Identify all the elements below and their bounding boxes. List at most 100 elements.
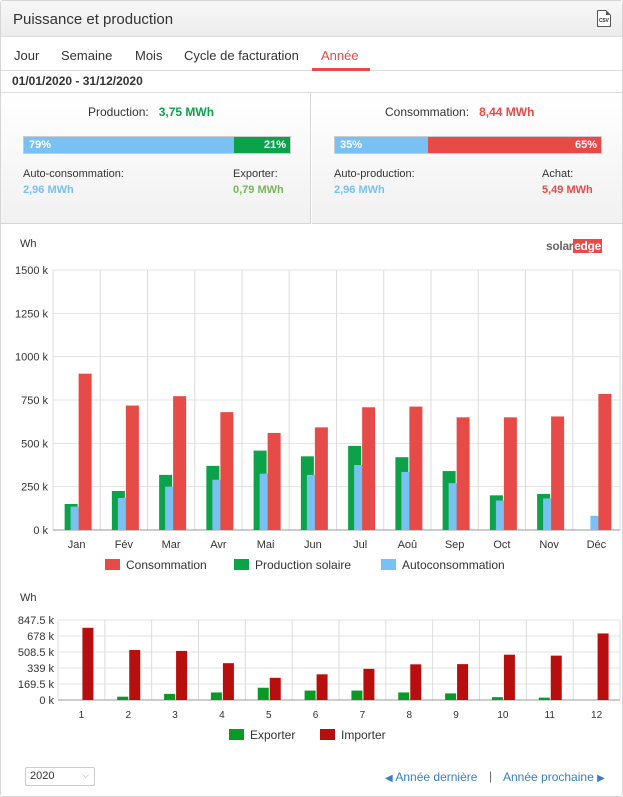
y-tick-label: 250 k — [21, 482, 48, 494]
legend-swatch-consommation — [105, 559, 120, 570]
bar-consommation — [551, 416, 565, 530]
x-tick-label: 3 — [172, 710, 178, 721]
bar-consommation — [220, 412, 234, 530]
bar-importer — [316, 674, 328, 700]
bar-importer — [269, 677, 281, 700]
previous-year-label: Année dernière — [395, 770, 478, 784]
year-select[interactable]: 2020 ⌵ — [25, 767, 95, 786]
csv-icon-label: CSV — [599, 18, 609, 24]
y-tick-label: 500 k — [21, 438, 48, 450]
x-tick-label: Fév — [115, 539, 134, 551]
widget-title: Puissance et production — [13, 11, 174, 28]
bar-consommation — [362, 407, 376, 530]
legend-importer[interactable]: Importer — [320, 728, 386, 742]
legend-consommation[interactable]: Consommation — [105, 558, 207, 572]
bar-consommation — [314, 427, 328, 530]
bar-consommation — [456, 417, 470, 530]
consumption-purchase-label: Achat: — [542, 168, 574, 180]
csv-icon[interactable]: CSV — [597, 10, 611, 27]
consumption-self-value: 2,96 MWh — [334, 184, 385, 196]
tab-annee[interactable]: Année — [321, 48, 359, 63]
bar-importer — [363, 668, 375, 700]
tab-jour[interactable]: Jour — [14, 48, 40, 63]
y-tick-label: 169.5 k — [18, 679, 55, 691]
y-tick-label: 1000 k — [15, 352, 49, 364]
monthly-energy-chart: 0 k 250 k 500 k 750 k 1000 k 1250 k 1500 k Jan F… — [15, 265, 621, 551]
legend-production-solaire[interactable]: Production solaire — [234, 558, 351, 572]
bar-exporter — [304, 690, 316, 700]
legend-importer-label: Importer — [341, 728, 386, 742]
legend-swatch-autoconsommation — [381, 559, 396, 570]
tab-semaine[interactable]: Semaine — [61, 48, 113, 63]
bar-exporter — [257, 687, 269, 700]
bar-importer — [222, 663, 234, 700]
tab-cycle-de-facturation[interactable]: Cycle de facturation — [184, 48, 299, 63]
period-tabs: Jour Semaine Mois Cycle de facturation A… — [1, 37, 622, 71]
bar-importer — [129, 649, 141, 700]
next-year-link[interactable]: Année prochaine ▶ — [503, 770, 605, 784]
consumption-title: Consommation: 8,44 MWh — [385, 105, 534, 119]
y-tick-label: 750 k — [21, 395, 48, 407]
bar-importer — [597, 633, 609, 700]
chart2-unit-label: Wh — [20, 592, 37, 604]
legend-autoconsommation-label: Autoconsommation — [402, 558, 505, 572]
solaredge-logo: solaredge — [546, 239, 602, 253]
legend-exporter-label: Exporter — [250, 728, 296, 742]
tab-mois[interactable]: Mois — [135, 48, 163, 63]
previous-year-link[interactable]: ◀ Année dernière — [385, 770, 477, 784]
legend-swatch-importer — [320, 729, 335, 740]
bar-importer — [457, 664, 469, 700]
x-tick-label: Oct — [493, 539, 510, 551]
divider — [1, 92, 622, 93]
legend-autoconsommation[interactable]: Autoconsommation — [381, 558, 505, 572]
date-range: 01/01/2020 - 31/12/2020 — [12, 74, 143, 88]
bar-exporter — [210, 692, 222, 700]
legend-exporter[interactable]: Exporter — [229, 728, 295, 742]
bar-consommation — [409, 406, 423, 530]
consumption-purchase-value: 5,49 MWh — [542, 184, 593, 196]
y-tick-label: 0 k — [33, 525, 48, 537]
bar-importer — [82, 627, 94, 700]
consumption-title-label: Consommation: — [385, 105, 470, 119]
x-tick-label: Jan — [68, 539, 86, 551]
production-summary: Production: 3,75 MWh 79% 21% Auto-consom… — [1, 93, 311, 224]
production-export-pct: 21% — [263, 139, 286, 151]
consumption-self-segment: 35% — [335, 137, 428, 153]
x-tick-label: Déc — [587, 539, 607, 551]
bar-exporter — [491, 697, 503, 700]
x-tick-label: Jul — [353, 539, 367, 551]
bar-consommation — [503, 417, 517, 530]
caret-right-icon: ▶ — [597, 773, 605, 784]
production-title: Production: 3,75 MWh — [88, 105, 214, 119]
x-tick-label: Avr — [210, 539, 227, 551]
y-tick-label: 678 k — [27, 631, 54, 643]
bar-consommation — [125, 405, 139, 530]
chevron-down-icon: ⌵ — [82, 770, 89, 780]
footer: 2020 ⌵ ◀ Année dernière | Année prochaine… — [1, 760, 622, 796]
x-tick-label: 1 — [79, 710, 85, 721]
bar-consommation — [267, 432, 281, 530]
bar-consommation — [78, 373, 92, 530]
x-tick-label: 11 — [545, 710, 556, 721]
production-total: 3,75 MWh — [158, 105, 215, 119]
production-self-segment: 79% — [24, 137, 234, 153]
legend-swatch-exporter — [229, 729, 244, 740]
chart1-unit-label: Wh — [20, 238, 37, 250]
consumption-purchase-segment: 65% — [428, 137, 601, 153]
x-tick-label: 4 — [219, 710, 225, 721]
bar-exporter — [117, 696, 129, 700]
y-tick-label: 1250 k — [15, 308, 49, 320]
consumption-purchase-pct: 65% — [574, 139, 597, 151]
bar-importer — [176, 650, 188, 700]
production-export-value: 0,79 MWh — [233, 184, 284, 196]
y-tick-label: 847.5 k — [18, 615, 55, 627]
x-tick-label: 7 — [360, 710, 366, 721]
bar-importer — [410, 664, 422, 700]
x-tick-label: Aoû — [398, 539, 418, 551]
x-tick-label: 10 — [497, 710, 509, 721]
consumption-total: 8,44 MWh — [479, 105, 535, 119]
legend-production-label: Production solaire — [255, 558, 352, 572]
x-tick-label: 12 — [591, 710, 603, 721]
x-tick-label: 2 — [125, 710, 131, 721]
